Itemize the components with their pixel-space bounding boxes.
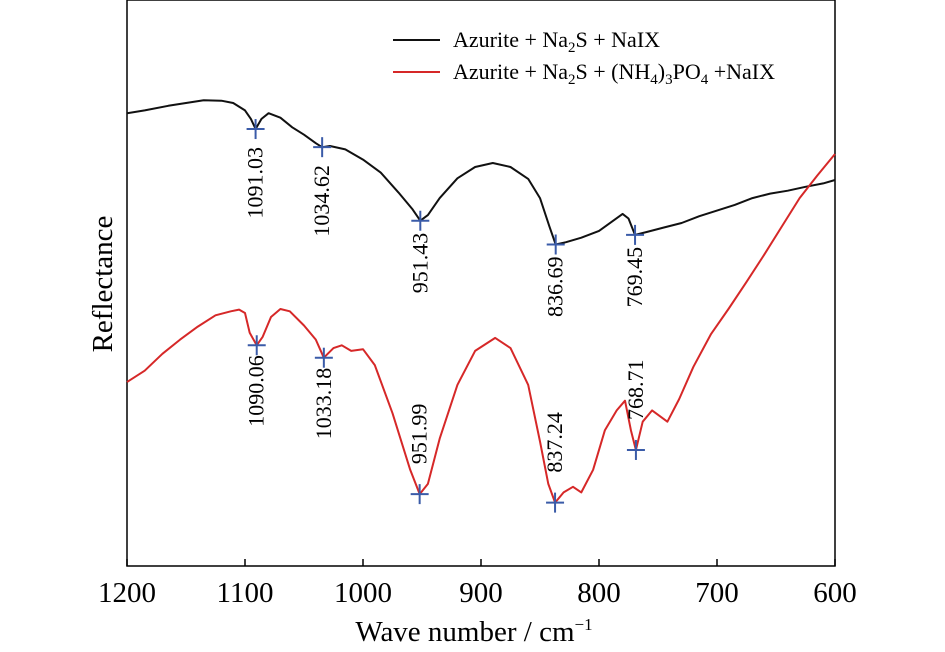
x-tick-label: 900 — [459, 577, 503, 609]
peak-marker — [626, 224, 645, 245]
legend-label-1: Azurite + Na2S + NaIX — [453, 27, 660, 56]
x-tick-label: 1000 — [334, 577, 392, 609]
x-tick-label: 1100 — [217, 577, 274, 609]
peak-marker — [626, 439, 645, 460]
peak-label: 768.71 — [623, 359, 648, 420]
series-line-2 — [126, 153, 836, 504]
peak-label: 1034.62 — [309, 165, 334, 237]
y-axis-title: Reflectance — [87, 216, 119, 353]
peak-marker — [313, 137, 332, 158]
x-tick-label: 700 — [695, 577, 739, 609]
peak-marker — [410, 484, 429, 505]
peak-marker — [314, 347, 333, 368]
peak-label: 1090.06 — [244, 355, 269, 427]
peak-label: 837.24 — [542, 412, 567, 473]
x-tick-label: 1200 — [98, 577, 156, 609]
peak-marker — [411, 210, 430, 231]
peak-label: 836.69 — [543, 257, 568, 318]
peak-label: 769.45 — [622, 247, 647, 308]
peak-marker — [247, 335, 266, 356]
peak-marker — [546, 234, 565, 255]
peak-label: 951.99 — [407, 404, 432, 465]
x-tick-label: 800 — [577, 577, 621, 609]
peak-label: 951.43 — [407, 233, 432, 293]
x-axis-title: Wave number / cm−1 — [355, 615, 592, 648]
x-tick-label: 600 — [813, 577, 857, 609]
legend-label-2: Azurite + Na2S + (NH4)3PO4 +NaIX — [453, 59, 775, 88]
peak-label: 1091.03 — [243, 147, 268, 219]
peak-label: 1033.18 — [311, 368, 336, 440]
peak-marker — [546, 492, 565, 513]
series-line-1 — [126, 99, 836, 246]
peak-marker — [246, 119, 265, 140]
plot-frame — [126, 0, 836, 567]
